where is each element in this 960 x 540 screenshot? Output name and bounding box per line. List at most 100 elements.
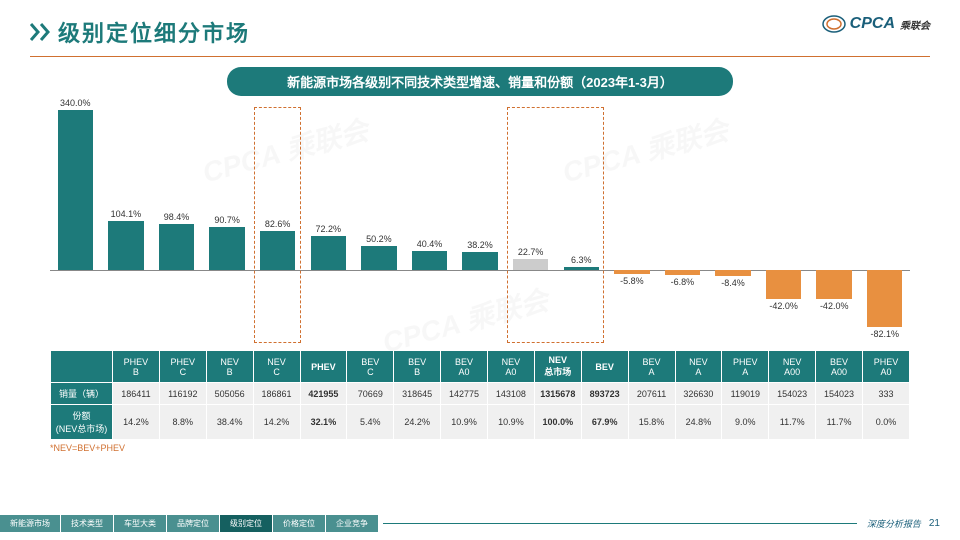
cell: 9.0% bbox=[722, 405, 769, 440]
bar bbox=[715, 270, 750, 276]
cell: 505056 bbox=[206, 383, 253, 405]
row-header: 销量（辆） bbox=[51, 383, 113, 405]
page-title: 级别定位细分市场 bbox=[58, 16, 250, 48]
bar-chart: 340.0%104.1%98.4%90.7%82.6%72.2%50.2%40.… bbox=[50, 110, 910, 340]
bar-col: -6.8% bbox=[657, 110, 708, 340]
bar bbox=[361, 246, 396, 270]
cell: 893723 bbox=[581, 383, 628, 405]
bar-col: 50.2% bbox=[354, 110, 405, 340]
tab[interactable]: 品牌定位 bbox=[167, 515, 219, 532]
bar bbox=[564, 267, 599, 270]
cell: 38.4% bbox=[206, 405, 253, 440]
bar-col: -5.8% bbox=[607, 110, 658, 340]
cell: 207611 bbox=[628, 383, 675, 405]
chevron-icon bbox=[30, 23, 50, 41]
col-header: PHEVA0 bbox=[863, 351, 910, 383]
bar-col: 22.7% bbox=[505, 110, 556, 340]
col-header: PHEVB bbox=[113, 351, 160, 383]
cell: 32.1% bbox=[300, 405, 347, 440]
tab[interactable]: 车型大类 bbox=[114, 515, 166, 532]
col-header: NEVB bbox=[206, 351, 253, 383]
bar-label: -82.1% bbox=[849, 329, 920, 339]
logo-text: CPCA bbox=[850, 15, 895, 33]
cell: 143108 bbox=[488, 383, 535, 405]
footer-line bbox=[383, 523, 857, 524]
bar bbox=[260, 231, 295, 270]
cell: 10.9% bbox=[441, 405, 488, 440]
note: *NEV=BEV+PHEV bbox=[50, 443, 960, 453]
divider bbox=[30, 56, 930, 57]
col-header: NEVC bbox=[253, 351, 300, 383]
tab[interactable]: 级别定位 bbox=[220, 515, 272, 532]
cell: 14.2% bbox=[113, 405, 160, 440]
cell: 186411 bbox=[113, 383, 160, 405]
cell: 24.8% bbox=[675, 405, 722, 440]
bar-col: 104.1% bbox=[101, 110, 152, 340]
cell: 333 bbox=[863, 383, 910, 405]
tab[interactable]: 技术类型 bbox=[61, 515, 113, 532]
col-header: PHEV bbox=[300, 351, 347, 383]
header: 级别定位细分市场 bbox=[0, 0, 960, 56]
row-header: 份额(NEV总市场) bbox=[51, 405, 113, 440]
col-header: BEV bbox=[581, 351, 628, 383]
bar bbox=[766, 270, 801, 299]
col-header: BEVB bbox=[394, 351, 441, 383]
bar-col: 340.0% bbox=[50, 110, 101, 340]
bar bbox=[614, 270, 649, 274]
logo: CPCA 乘联会 bbox=[822, 14, 930, 34]
col-header: PHEVC bbox=[159, 351, 206, 383]
logo-sub: 乘联会 bbox=[900, 17, 930, 32]
cell: 326630 bbox=[675, 383, 722, 405]
cell: 142775 bbox=[441, 383, 488, 405]
cell: 154023 bbox=[769, 383, 816, 405]
bar bbox=[665, 270, 700, 275]
cell: 11.7% bbox=[816, 405, 863, 440]
page-number: 21 bbox=[929, 518, 940, 529]
cell: 421955 bbox=[300, 383, 347, 405]
tab[interactable]: 新能源市场 bbox=[0, 515, 60, 532]
col-header: NEVA bbox=[675, 351, 722, 383]
bar-col: 40.4% bbox=[404, 110, 455, 340]
cell: 318645 bbox=[394, 383, 441, 405]
bar bbox=[311, 236, 346, 270]
bar bbox=[58, 110, 93, 270]
cell: 119019 bbox=[722, 383, 769, 405]
col-header: BEVA0 bbox=[441, 351, 488, 383]
cell: 67.9% bbox=[581, 405, 628, 440]
col-header: BEVC bbox=[347, 351, 394, 383]
bar-label: 340.0% bbox=[40, 98, 111, 108]
bar bbox=[867, 270, 902, 327]
bar bbox=[209, 227, 244, 270]
cell: 11.7% bbox=[769, 405, 816, 440]
footer-text: 深度分析报告 bbox=[867, 517, 921, 530]
bar bbox=[108, 221, 143, 270]
cell: 186861 bbox=[253, 383, 300, 405]
cell: 15.8% bbox=[628, 405, 675, 440]
cell: 100.0% bbox=[534, 405, 581, 440]
bar-col: -42.0% bbox=[809, 110, 860, 340]
bar bbox=[462, 252, 497, 270]
subtitle: 新能源市场各级别不同技术类型增速、销量和份额（2023年1-3月） bbox=[227, 67, 733, 96]
col-header: NEVA0 bbox=[488, 351, 535, 383]
bar-col: 72.2% bbox=[303, 110, 354, 340]
col-header: BEVA00 bbox=[816, 351, 863, 383]
bar-col: -82.1% bbox=[860, 110, 911, 340]
col-header: PHEVA bbox=[722, 351, 769, 383]
bar bbox=[159, 224, 194, 270]
cell: 70669 bbox=[347, 383, 394, 405]
col-header: NEV总市场 bbox=[534, 351, 581, 383]
tab[interactable]: 价格定位 bbox=[273, 515, 325, 532]
cell: 154023 bbox=[816, 383, 863, 405]
bar bbox=[816, 270, 851, 299]
cell: 8.8% bbox=[159, 405, 206, 440]
bar-col: 38.2% bbox=[455, 110, 506, 340]
tabs: 新能源市场技术类型车型大类品牌定位级别定位价格定位企业竞争 bbox=[0, 515, 379, 532]
cell: 116192 bbox=[159, 383, 206, 405]
tab[interactable]: 企业竞争 bbox=[326, 515, 378, 532]
col-header: BEVA bbox=[628, 351, 675, 383]
cell: 14.2% bbox=[253, 405, 300, 440]
bar bbox=[513, 259, 548, 270]
col-header: NEVA00 bbox=[769, 351, 816, 383]
cell: 5.4% bbox=[347, 405, 394, 440]
footer: 新能源市场技术类型车型大类品牌定位级别定位价格定位企业竞争 深度分析报告 21 bbox=[0, 515, 960, 532]
